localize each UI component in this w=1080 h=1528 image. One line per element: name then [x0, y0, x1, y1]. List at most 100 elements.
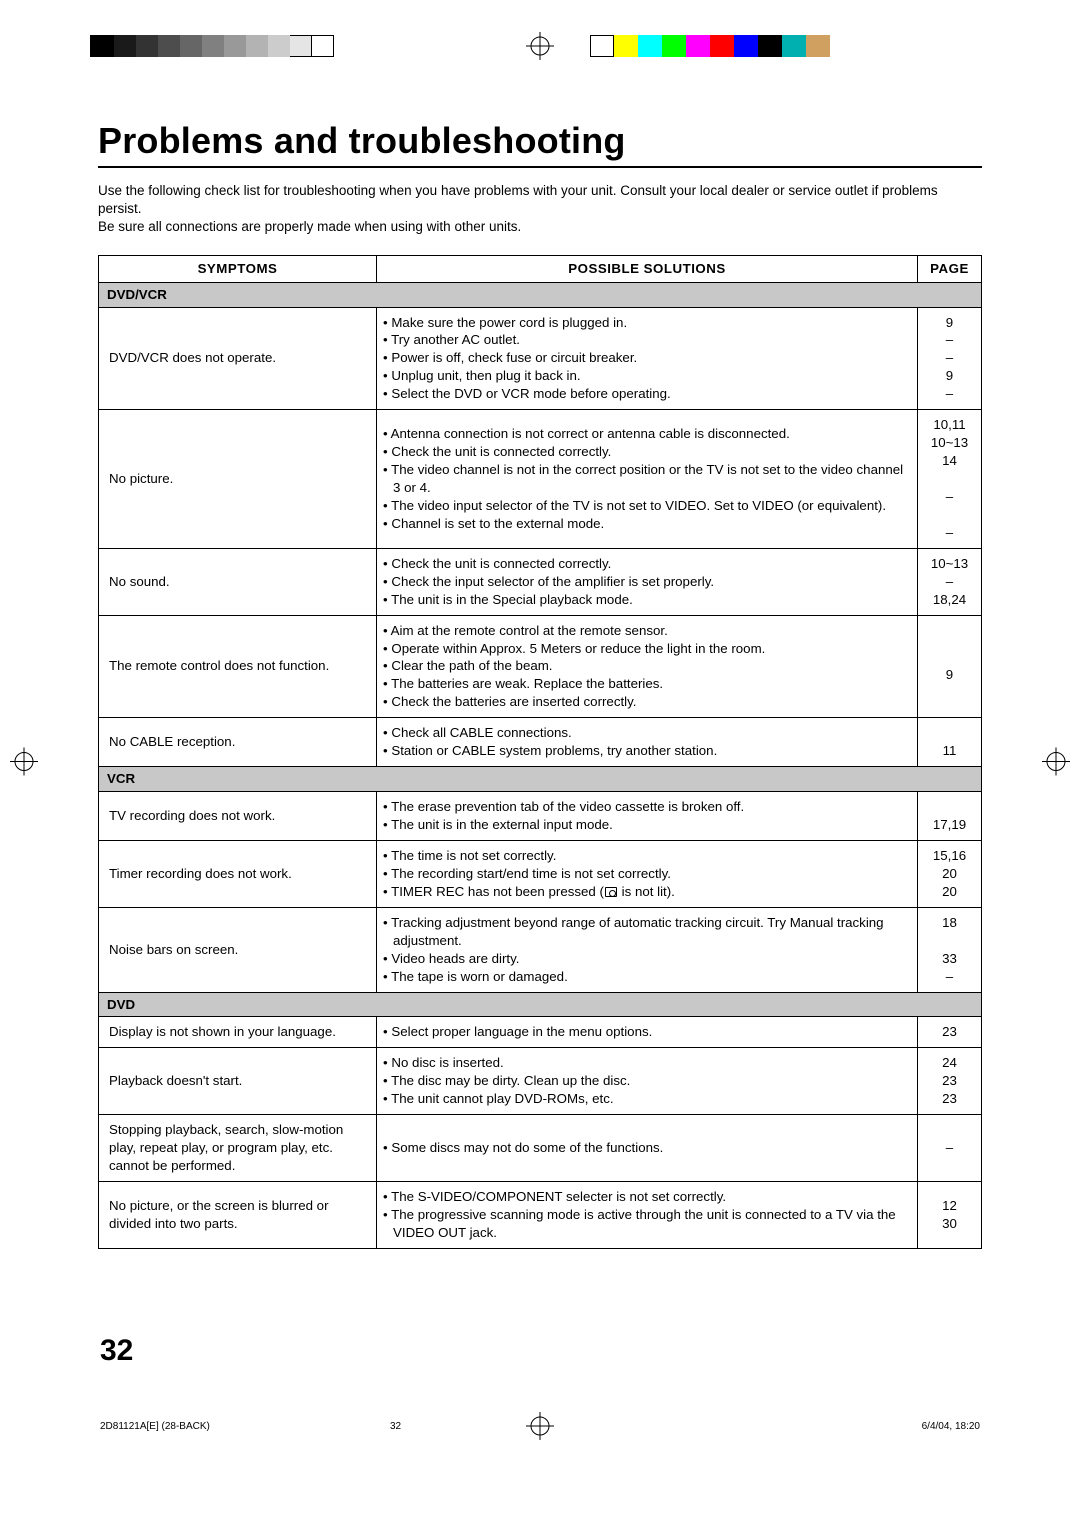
page-cell: 18 33 –: [918, 907, 982, 992]
page-cell: 9 – – 9 –: [918, 307, 982, 410]
section-header: DVD/VCR: [99, 282, 982, 307]
solution-item: Aim at the remote control at the remote …: [383, 622, 909, 640]
symptom-cell: No picture.: [99, 410, 377, 549]
solution-item: Operate within Approx. 5 Meters or reduc…: [383, 640, 909, 658]
solutions-cell: The time is not set correctly.The record…: [377, 840, 918, 907]
solution-item: Power is off, check fuse or circuit brea…: [383, 349, 909, 367]
solution-item: Try another AC outlet.: [383, 331, 909, 349]
table-row: Timer recording does not work.The time i…: [99, 840, 982, 907]
solutions-cell: No disc is inserted.The disc may be dirt…: [377, 1048, 918, 1115]
solutions-cell: Make sure the power cord is plugged in.T…: [377, 307, 918, 410]
page-cell: 11: [918, 718, 982, 767]
page-cell: 9: [918, 615, 982, 718]
intro-text: Use the following check list for trouble…: [98, 182, 982, 237]
solution-item: The erase prevention tab of the video ca…: [383, 798, 909, 816]
table-row: Noise bars on screen.Tracking adjustment…: [99, 907, 982, 992]
page-cell: –: [918, 1115, 982, 1182]
table-row: The remote control does not function. Aim…: [99, 615, 982, 718]
symptom-cell: DVD/VCR does not operate.: [99, 307, 377, 410]
solution-item: The unit cannot play DVD-ROMs, etc.: [383, 1090, 909, 1108]
page-cell: 12 30: [918, 1182, 982, 1249]
solution-item: Check the batteries are inserted correct…: [383, 693, 909, 711]
page-number: 32: [100, 1334, 133, 1368]
solutions-cell: The erase prevention tab of the video ca…: [377, 792, 918, 841]
page-title: Problems and troubleshooting: [98, 120, 982, 168]
col-header-page: PAGE: [918, 255, 982, 282]
solutions-cell: The S-VIDEO/COMPONENT selecter is not se…: [377, 1182, 918, 1249]
footer: 2D81121A[E] (28-BACK) 32 6/4/04, 18:20: [100, 1421, 980, 1432]
page-cell: 23: [918, 1017, 982, 1048]
page-cell: 24 23 23: [918, 1048, 982, 1115]
solution-item: The time is not set correctly.: [383, 847, 909, 865]
solutions-cell: Tracking adjustment beyond range of auto…: [377, 907, 918, 992]
symptom-cell: Timer recording does not work.: [99, 840, 377, 907]
registration-mark-left-icon: [10, 748, 38, 781]
table-row: TV recording does not work. The erase pre…: [99, 792, 982, 841]
col-header-symptoms: SYMPTOMS: [99, 255, 377, 282]
page-cell: 10~13 – 18,24: [918, 548, 982, 615]
solution-item: Clear the path of the beam.: [383, 657, 909, 675]
solution-item: The unit is in the Special playback mode…: [383, 591, 909, 609]
troubleshooting-table: SYMPTOMS POSSIBLE SOLUTIONS PAGE DVD/VCR…: [98, 255, 982, 1249]
solution-item: Select proper language in the menu optio…: [383, 1023, 909, 1041]
page-cell: 10,11 10~13 14 – –: [918, 410, 982, 549]
solution-item: Select the DVD or VCR mode before operat…: [383, 385, 909, 403]
solution-item: Video heads are dirty.: [383, 950, 909, 968]
solutions-cell: Some discs may not do some of the functi…: [377, 1115, 918, 1182]
solution-item: Make sure the power cord is plugged in.: [383, 314, 909, 332]
symptom-cell: Noise bars on screen.: [99, 907, 377, 992]
symptom-cell: No sound.: [99, 548, 377, 615]
table-row: No picture. Antenna connection is not cor…: [99, 410, 982, 549]
footer-page: 32: [390, 1421, 401, 1432]
solution-item: Some discs may not do some of the functi…: [383, 1139, 909, 1157]
timer-icon: [605, 887, 617, 897]
table-row: Playback doesn't start.No disc is insert…: [99, 1048, 982, 1115]
intro-line: Use the following check list for trouble…: [98, 182, 982, 218]
table-row: Display is not shown in your language. Se…: [99, 1017, 982, 1048]
solution-item: Check the unit is connected correctly.: [383, 555, 909, 573]
solution-item: Channel is set to the external mode.: [383, 515, 909, 533]
symptom-cell: No CABLE reception.: [99, 718, 377, 767]
symptom-cell: Stopping playback, search, slow-motion p…: [99, 1115, 377, 1182]
symptom-cell: Display is not shown in your language.: [99, 1017, 377, 1048]
solution-item: TIMER REC has not been pressed ( is not …: [383, 883, 909, 901]
solution-item: The video input selector of the TV is no…: [383, 497, 909, 515]
grayscale-calibration-bar: [90, 35, 334, 57]
intro-line: Be sure all connections are properly mad…: [98, 218, 982, 236]
solution-item: Unplug unit, then plug it back in.: [383, 367, 909, 385]
solution-item: The S-VIDEO/COMPONENT selecter is not se…: [383, 1188, 909, 1206]
table-row: DVD/VCR does not operate.Make sure the p…: [99, 307, 982, 410]
symptom-cell: The remote control does not function.: [99, 615, 377, 718]
registration-mark-top-icon: [526, 32, 554, 60]
footer-timestamp: 6/4/04, 18:20: [922, 1421, 980, 1432]
symptom-cell: TV recording does not work.: [99, 792, 377, 841]
section-header: VCR: [99, 767, 982, 792]
solution-item: Station or CABLE system problems, try an…: [383, 742, 909, 760]
solutions-cell: Aim at the remote control at the remote …: [377, 615, 918, 718]
table-row: Stopping playback, search, slow-motion p…: [99, 1115, 982, 1182]
section-header: DVD: [99, 992, 982, 1017]
solutions-cell: Check the unit is connected correctly.Ch…: [377, 548, 918, 615]
solution-item: The unit is in the external input mode.: [383, 816, 909, 834]
table-row: No CABLE reception.Check all CABLE conne…: [99, 718, 982, 767]
page-cell: 15,16 20 20: [918, 840, 982, 907]
solution-item: The video channel is not in the correct …: [383, 461, 909, 497]
solution-item: The disc may be dirty. Clean up the disc…: [383, 1072, 909, 1090]
solution-item: Antenna connection is not correct or ant…: [383, 425, 909, 443]
solution-item: The progressive scanning mode is active …: [383, 1206, 909, 1242]
solutions-cell: Check all CABLE connections.Station or C…: [377, 718, 918, 767]
solution-item: The recording start/end time is not set …: [383, 865, 909, 883]
page-cell: 17,19: [918, 792, 982, 841]
solutions-cell: Antenna connection is not correct or ant…: [377, 410, 918, 549]
color-calibration-bar: [590, 35, 830, 57]
symptom-cell: No picture, or the screen is blurred or …: [99, 1182, 377, 1249]
symptom-cell: Playback doesn't start.: [99, 1048, 377, 1115]
table-row: No picture, or the screen is blurred or …: [99, 1182, 982, 1249]
solutions-cell: Select proper language in the menu optio…: [377, 1017, 918, 1048]
solution-item: Check the unit is connected correctly.: [383, 443, 909, 461]
col-header-solutions: POSSIBLE SOLUTIONS: [377, 255, 918, 282]
solution-item: Check the input selector of the amplifie…: [383, 573, 909, 591]
page-content: Problems and troubleshooting Use the fol…: [98, 120, 982, 1249]
solution-item: Check all CABLE connections.: [383, 724, 909, 742]
solution-item: The tape is worn or damaged.: [383, 968, 909, 986]
